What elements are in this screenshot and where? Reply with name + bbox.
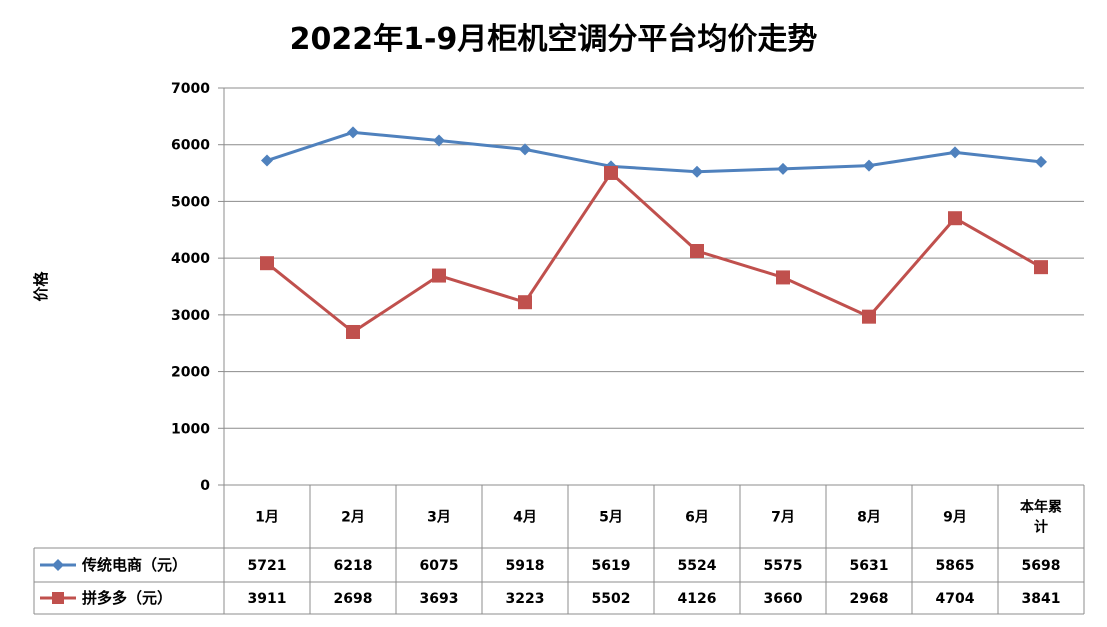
data-point-diamond: [1035, 155, 1047, 168]
y-tick-label: 6000: [171, 138, 210, 154]
table-value: 5524: [678, 558, 717, 574]
category-label: 3月: [427, 510, 451, 526]
category-label: 8月: [857, 510, 881, 526]
y-tick-label: 1000: [171, 421, 210, 437]
legend-marker-diamond: [52, 559, 64, 571]
category-label: 6月: [685, 510, 709, 526]
data-point-diamond: [519, 143, 531, 156]
table-value: 2698: [334, 591, 373, 607]
y-tick-label: 5000: [171, 194, 210, 210]
data-point-diamond: [863, 159, 875, 172]
data-point-square: [776, 270, 790, 285]
data-point-square: [948, 211, 962, 226]
y-tick-label: 3000: [171, 308, 210, 324]
table-value: 5918: [506, 558, 545, 574]
data-point-square: [862, 309, 876, 324]
data-point-square: [432, 268, 446, 283]
data-point-square: [518, 295, 532, 310]
table-value: 3660: [764, 591, 803, 607]
y-tick-label: 2000: [171, 365, 210, 381]
series-line-0: [266, 130, 1042, 174]
category-label: 2月: [341, 510, 365, 526]
data-point-square: [1034, 260, 1048, 275]
table-value: 5698: [1022, 558, 1061, 574]
y-tick-label: 4000: [171, 251, 210, 267]
data-point-diamond: [691, 165, 703, 178]
category-label: 5月: [599, 510, 623, 526]
y-axis-title: 价格: [32, 271, 50, 302]
table-value: 4126: [678, 591, 717, 607]
data-point-diamond: [347, 126, 359, 139]
y-tick-label: 7000: [171, 81, 210, 97]
table-value: 2968: [850, 591, 889, 607]
table-value: 5865: [936, 558, 975, 574]
table-value: 3911: [248, 591, 287, 607]
data-point-diamond: [261, 154, 273, 167]
table-value: 3841: [1022, 591, 1061, 607]
table-value: 5575: [764, 558, 803, 574]
table-value: 3223: [506, 591, 545, 607]
data-point-square: [604, 165, 618, 180]
category-label: 9月: [943, 510, 967, 526]
series-lines: [260, 126, 1048, 339]
data-point-square: [346, 324, 360, 339]
data-point-square: [260, 256, 274, 271]
series-line-1: [266, 171, 1042, 334]
data-point-square: [690, 243, 704, 258]
table-value: 6218: [334, 558, 373, 574]
category-label: 4月: [513, 510, 537, 526]
table-value: 5631: [850, 558, 889, 574]
table-value: 3693: [420, 591, 459, 607]
table-value: 5721: [248, 558, 287, 574]
table-value: 6075: [420, 558, 459, 574]
table-value: 5502: [592, 591, 631, 607]
y-axis-label: 价格: [32, 271, 50, 302]
chart-title: 2022年1-9月柜机空调分平台均价走势: [289, 22, 818, 57]
table-value: 4704: [936, 591, 975, 607]
table-value: 5619: [592, 558, 631, 574]
legend-label-0: 传统电商（元）: [81, 556, 187, 574]
data-point-diamond: [949, 146, 961, 159]
y-tick-label: 0: [200, 478, 210, 494]
category-label: 本年累计: [1020, 499, 1062, 536]
category-label: 7月: [771, 510, 795, 526]
category-label: 1月: [255, 510, 279, 526]
data-point-diamond: [433, 134, 445, 147]
data-point-diamond: [777, 162, 789, 175]
legend-label-1: 拼多多（元）: [82, 589, 172, 607]
y-axis: 0 1000 2000 3000 4000 5000 6000 7000: [171, 81, 225, 494]
legend-marker-square: [52, 592, 64, 604]
